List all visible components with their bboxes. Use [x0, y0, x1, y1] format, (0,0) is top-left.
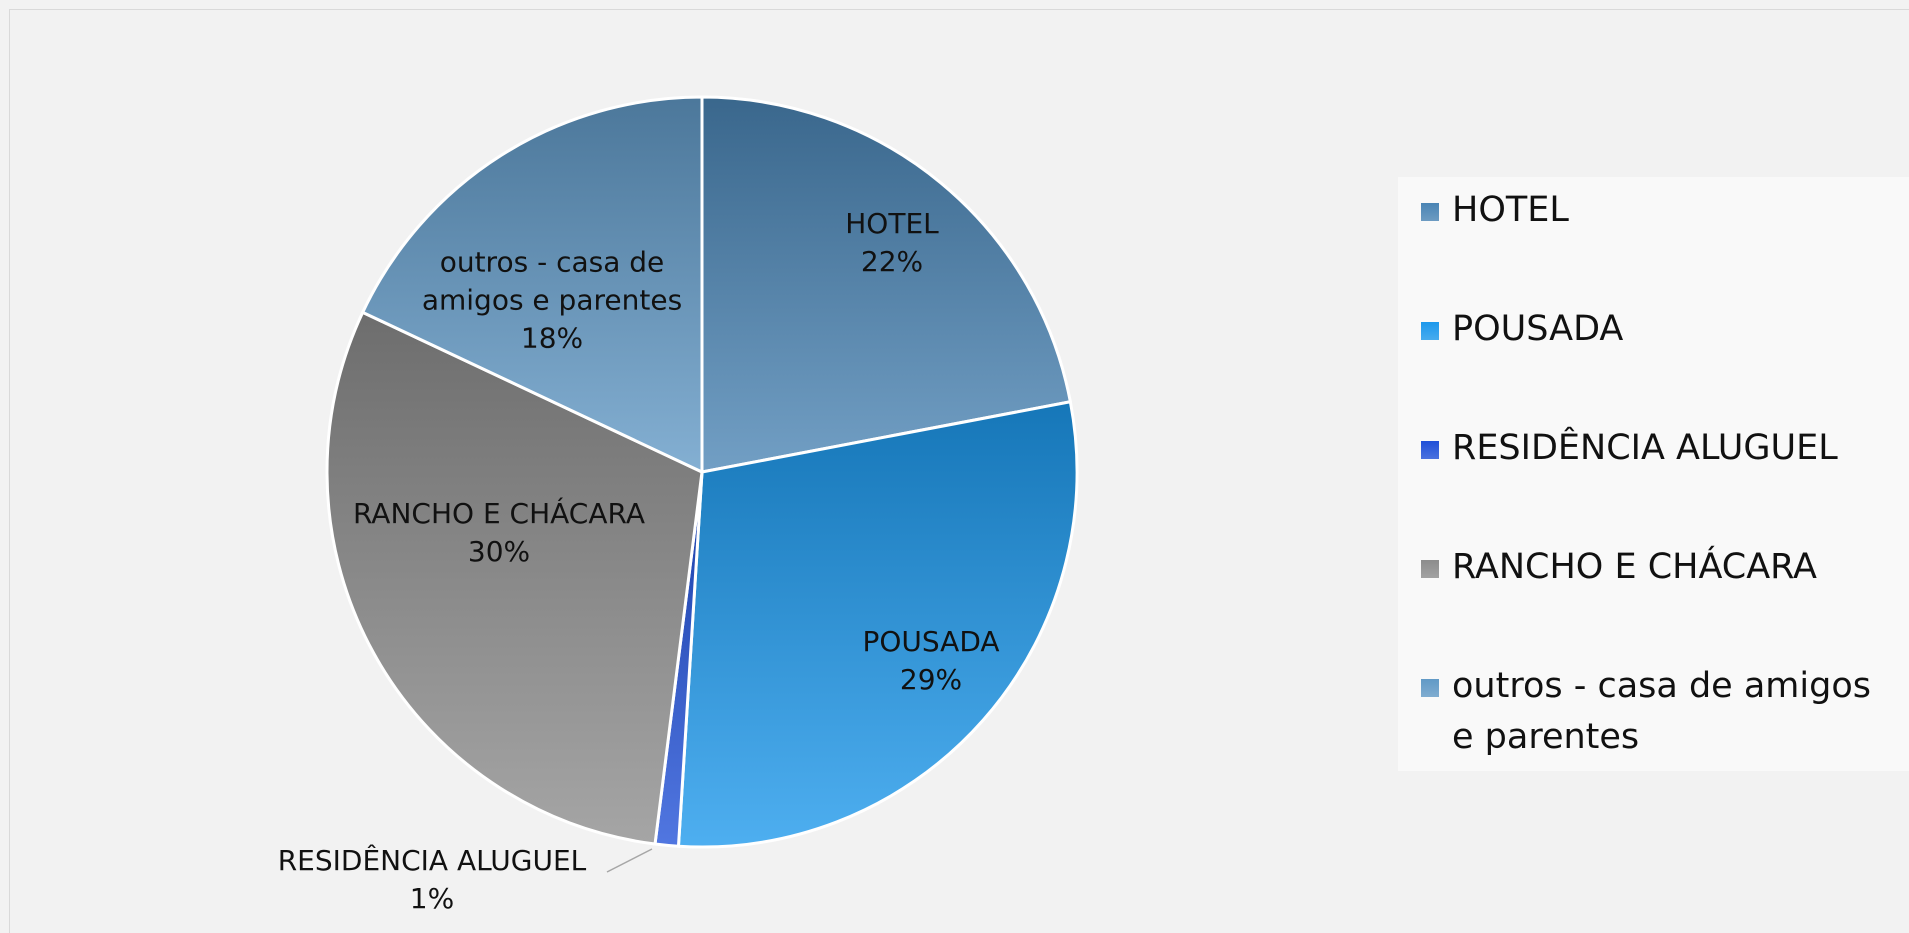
data-label-value: 18% [520, 320, 584, 354]
legend-item: RESIDÊNCIA ALUGUEL [1398, 423, 1909, 474]
data-label-value: 22% [860, 245, 924, 278]
legend-label: HOTEL [1452, 190, 1569, 230]
data-label-value: 29% [899, 663, 963, 696]
data-label-name: HOTEL [845, 207, 939, 241]
legend-label: POUSADA [1452, 309, 1624, 349]
slice-shade [700, 95, 1073, 474]
chart-frame [9, 9, 1909, 933]
data-label: RESIDÊNCIA ALUGUEL 1% [232, 842, 632, 918]
legend-swatch [1421, 560, 1439, 578]
data-label-value: 1% [409, 882, 455, 915]
legend-swatch [1421, 441, 1439, 459]
legend-swatch [1421, 203, 1439, 221]
data-label: POUSADA 29% [781, 623, 1081, 699]
legend-item: RANCHO E CHÁCARA [1398, 542, 1909, 593]
data-label-name: POUSADA [862, 625, 1000, 659]
slice-shade [325, 310, 704, 846]
slice-group [676, 399, 1079, 849]
data-label: HOTEL 22% [742, 205, 1042, 281]
data-label-name: outros - casa de amigos e parentes [421, 245, 683, 317]
slice-group [360, 95, 704, 475]
legend-label: outros - casa de amigos e parentes [1452, 666, 1871, 757]
data-label: outros - casa de amigos e parentes 18% [402, 243, 702, 356]
slice-group [700, 95, 1073, 474]
data-label-name: RANCHO E CHÁCARA [352, 497, 645, 531]
leader-line [606, 848, 653, 873]
slice-shade [676, 399, 1079, 849]
legend: HOTEL POUSADA RESIDÊNCIA ALUGUEL RANCHO E C… [1398, 177, 1909, 771]
legend-label: RANCHO E CHÁCARA [1452, 547, 1818, 587]
legend-item: outros - casa de amigos e parentes [1398, 661, 1909, 763]
legend-swatch [1421, 679, 1439, 697]
slice-group [325, 310, 704, 846]
data-label-value: 30% [467, 535, 531, 568]
legend-swatch [1421, 322, 1439, 340]
data-label-name: RESIDÊNCIA ALUGUEL [277, 844, 587, 878]
legend-item: HOTEL [1398, 185, 1909, 236]
legend-label: RESIDÊNCIA ALUGUEL [1452, 428, 1838, 468]
data-label: RANCHO E CHÁCARA 30% [319, 495, 679, 571]
slice-shade [360, 95, 704, 475]
legend-item: POUSADA [1398, 304, 1909, 355]
